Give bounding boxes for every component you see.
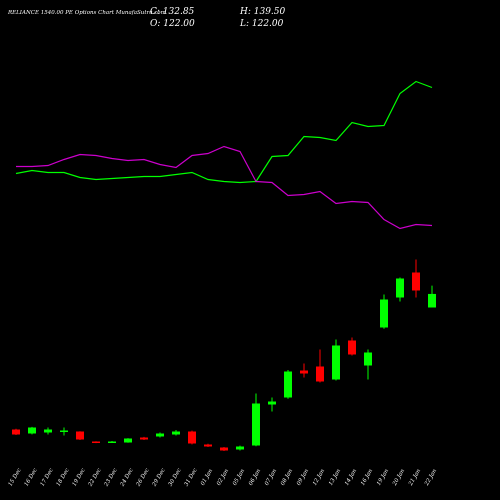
x-tick-label: 14 Jan xyxy=(344,468,358,487)
indicator-line xyxy=(16,145,433,230)
indicator-line xyxy=(15,80,433,184)
candle-body xyxy=(12,429,20,435)
x-tick-label: 09 Jan xyxy=(296,468,310,487)
candle-body xyxy=(316,366,324,382)
x-tick-label: 19 Jan xyxy=(376,468,390,487)
readout-low: L: 122.00 xyxy=(239,19,284,29)
candle-body xyxy=(172,431,180,435)
x-tick-label: 31 Dec xyxy=(184,468,199,488)
candle-body xyxy=(252,403,260,446)
x-tick-label: 02 Jan xyxy=(216,468,230,487)
candle-body xyxy=(412,272,420,291)
candle-body xyxy=(428,293,436,308)
candle-body xyxy=(396,278,404,298)
x-tick-label: 18 Dec xyxy=(56,468,71,488)
candle-body xyxy=(380,299,388,328)
x-tick-label: 07 Jan xyxy=(264,468,278,487)
x-tick-label: 16 Jan xyxy=(360,468,374,487)
x-tick-label: 05 Jan xyxy=(232,468,246,487)
x-tick-label: 16 Dec xyxy=(24,468,39,488)
readout-close: C: 132.85 xyxy=(150,7,195,17)
candle-body xyxy=(284,371,292,398)
candle-body xyxy=(268,401,276,405)
candle-body xyxy=(348,340,356,355)
candle-body xyxy=(124,438,132,443)
candle-body xyxy=(140,437,148,440)
readout-high: H: 139.50 xyxy=(239,7,286,17)
x-tick-label: 29 Dec xyxy=(151,468,166,489)
candle-body xyxy=(60,430,68,432)
x-tick-label: 08 Jan xyxy=(280,468,294,487)
chart-title: RELIANCE 1540.00 PE Options Chart Munafa… xyxy=(7,10,166,16)
candle-body xyxy=(236,446,244,450)
readout-open: O: 122.00 xyxy=(150,19,195,29)
x-tick-label: 21 Jan xyxy=(408,468,423,488)
x-tick-label: 20 Jan xyxy=(392,468,407,488)
candle-body xyxy=(44,429,52,433)
x-tick-label: 19 Dec xyxy=(72,468,87,488)
x-tick-label: 01 Jan xyxy=(200,468,214,487)
candle-body xyxy=(156,433,164,437)
x-tick-label: 26 Dec xyxy=(135,468,150,489)
x-tick-label: 13 Jan xyxy=(328,468,342,487)
x-tick-label: 22 Dec xyxy=(87,468,102,489)
candle-body xyxy=(76,431,84,440)
x-tick-label: 23 Dec xyxy=(103,468,118,489)
candle-body xyxy=(108,441,116,443)
x-tick-label: 06 Jan xyxy=(248,468,262,487)
candle-body xyxy=(204,444,212,447)
x-tick-label: 17 Dec xyxy=(40,468,55,488)
x-tick-label: 22 Jan xyxy=(424,468,439,488)
candle-body xyxy=(364,352,372,366)
candle-body xyxy=(92,441,100,443)
x-tick-label: 15 Dec xyxy=(8,468,23,488)
x-tick-label: 30 Dec xyxy=(168,468,183,488)
candle-body xyxy=(332,345,340,380)
x-tick-label: 12 Jan xyxy=(312,468,326,487)
candle-body xyxy=(300,370,308,374)
candle-body xyxy=(188,431,196,444)
x-tick-label: 24 Dec xyxy=(119,468,134,489)
candle-body xyxy=(28,427,36,434)
candle-body xyxy=(220,447,228,451)
